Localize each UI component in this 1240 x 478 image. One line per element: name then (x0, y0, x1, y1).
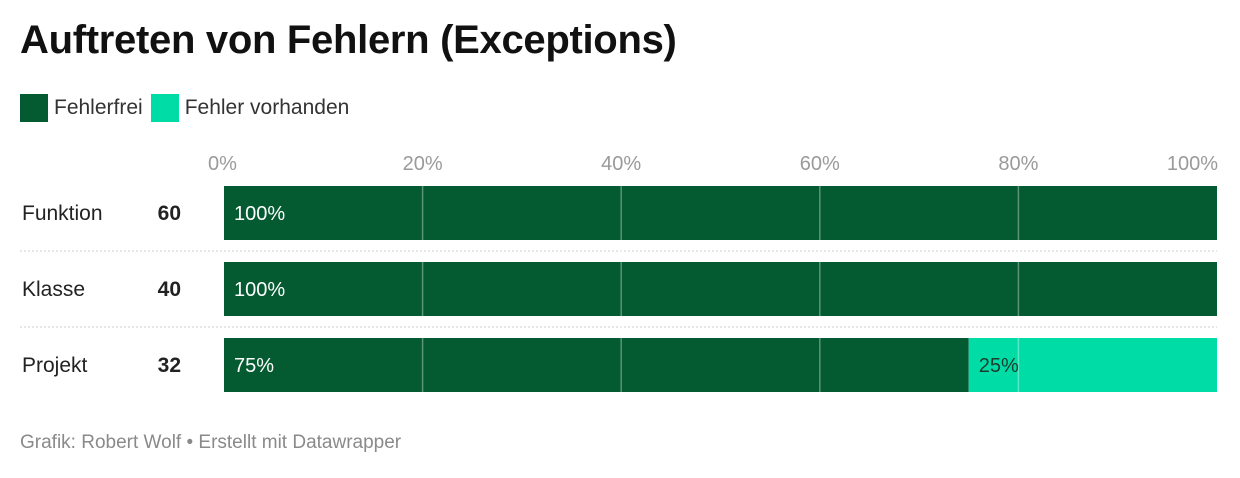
x-tick-label: 60% (800, 153, 840, 175)
x-tick-label: 80% (998, 153, 1038, 175)
count-label: 32 (158, 354, 181, 377)
x-tick-label: 100% (1167, 153, 1218, 175)
data-label: 25% (979, 355, 1019, 377)
data-label: 100% (234, 279, 285, 301)
legend-swatch-fehler-vorhanden (150, 94, 179, 122)
category-label: Klasse (22, 278, 85, 301)
bar-segment (968, 338, 1217, 392)
x-tick-label: 0% (208, 153, 237, 175)
legend: Fehlerfrei Fehler vorhanden (20, 94, 357, 122)
count-label: 60 (158, 202, 181, 225)
category-label: Funktion (22, 202, 103, 225)
category-label: Projekt (22, 354, 88, 377)
legend-swatch-fehlerfrei (20, 94, 48, 122)
legend-item-fehlerfrei: Fehlerfrei (20, 94, 143, 122)
chart-footer: Grafik: Robert Wolf • Erstellt mit Dataw… (20, 432, 402, 453)
x-tick-label: 40% (601, 153, 641, 175)
data-label: 100% (234, 203, 285, 225)
legend-label-fehler-vorhanden: Fehler vorhanden (184, 96, 350, 119)
bar-segment (224, 338, 969, 392)
x-tick-label: 20% (403, 153, 443, 175)
bar-chart: 0% 20% 40% 60% 80% 100% Funktion 60 Klasse 40 Proj… (20, 153, 1218, 392)
legend-item-fehler-vorhanden: Fehler vorhanden (150, 94, 350, 122)
count-label: 40 (158, 278, 181, 301)
legend-label-fehlerfrei: Fehlerfrei (54, 96, 143, 119)
data-label: 75% (234, 355, 274, 377)
chart-title: Auftreten von Fehlern (Exceptions) (20, 18, 677, 62)
bar-segment (224, 262, 1217, 316)
bar-segment (224, 186, 1217, 240)
